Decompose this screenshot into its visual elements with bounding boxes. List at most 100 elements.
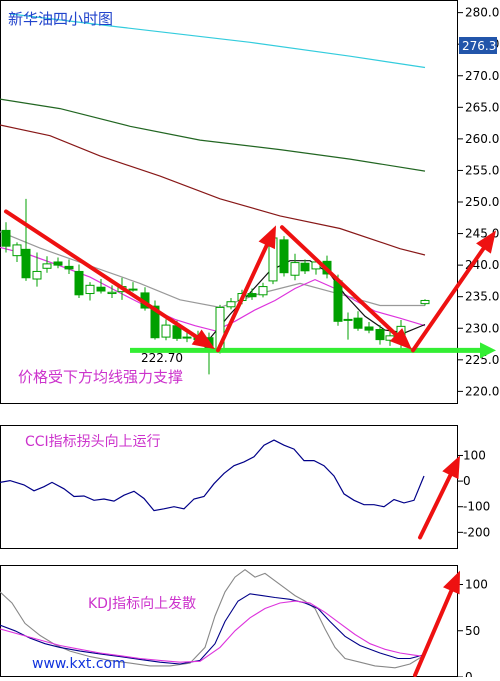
moving-average-line — [0, 124, 426, 256]
cci-title: CCI指标拐头向上运行 — [25, 434, 161, 450]
trend-arrow-shaft — [216, 243, 269, 353]
candle-body — [12, 244, 22, 257]
candle-body — [150, 305, 160, 339]
candlestick — [300, 259, 310, 274]
candle-body — [74, 270, 84, 296]
candlestick — [85, 282, 95, 301]
candle-body — [300, 262, 310, 272]
candlestick — [12, 242, 22, 262]
moving-average-line — [0, 98, 426, 172]
candle-body — [226, 301, 236, 308]
candle-body — [290, 262, 300, 276]
candle-body — [96, 286, 106, 292]
price-axis-tick-label: 225.0 — [465, 353, 499, 367]
candlestick — [290, 253, 300, 281]
price-axis-tick-label: 280.0 — [465, 6, 499, 20]
cci-arrow-shaft — [418, 473, 453, 540]
main-panel-frame — [0, 0, 458, 404]
trend-arrow-shaft — [411, 246, 486, 353]
candle-body — [21, 248, 31, 279]
kdj-axis-tick-label: 50 — [465, 624, 480, 638]
trend-arrow-head — [389, 328, 412, 350]
candlestick — [247, 288, 257, 300]
candlestick — [21, 198, 31, 281]
candle-body — [161, 324, 171, 338]
price-axis-tick-label: 260.0 — [465, 132, 499, 146]
price-axis-tick-label: 220.0 — [465, 384, 499, 398]
kdj-line — [0, 593, 425, 665]
candlestick — [161, 319, 171, 341]
current-price-tag: 276.3 — [462, 39, 496, 53]
kdj-axis-tick-label: 0 — [465, 670, 473, 677]
candle-body — [53, 261, 63, 266]
trend-arrow-shaft — [4, 209, 199, 339]
support-line-head — [480, 342, 496, 359]
candle-body — [333, 280, 343, 322]
candle-body — [420, 299, 430, 305]
kdj-axis-tick-label: 100 — [465, 578, 488, 592]
current-price-tag-bg — [459, 37, 497, 54]
price-axis-tick-label: 230.0 — [465, 321, 499, 335]
candlestick — [1, 222, 11, 253]
candle-body — [107, 291, 117, 295]
candlestick — [258, 282, 268, 298]
candle-body — [375, 329, 385, 341]
trend-arrow-head — [476, 230, 496, 254]
cci-panel: 100 0 -100 -200 — [0, 439, 490, 540]
support-annotation: 价格受下方均线强力支撑 — [18, 368, 183, 386]
candlestick — [279, 236, 289, 277]
candlestick — [107, 285, 117, 298]
chart-title: 新华油四小时图 — [8, 10, 113, 28]
watermark-url: www.kxt.com — [32, 656, 126, 672]
kdj-line — [0, 569, 423, 669]
candle-body — [279, 239, 289, 274]
candlestick — [128, 282, 138, 292]
kdj-panel-frame — [0, 565, 458, 677]
trend-arrow-shaft — [280, 225, 398, 337]
candlestick — [74, 264, 84, 298]
candle-body — [353, 317, 363, 329]
candle-body — [182, 336, 192, 339]
kdj-panel: 100 50 0 — [0, 569, 488, 681]
candlestick — [53, 257, 63, 269]
candle-body — [258, 286, 268, 296]
price-axis-tick-label: 270.0 — [465, 69, 499, 83]
candle-body — [343, 318, 353, 321]
cci-axis-tick-label: 100 — [463, 448, 486, 462]
moving-average-line — [9, 13, 426, 69]
price-axis-tick-label: 265.0 — [465, 100, 499, 114]
candlestick — [150, 300, 160, 340]
candle-body — [247, 293, 257, 298]
candlestick — [64, 259, 74, 274]
price-axis-tick-label: 250.0 — [465, 195, 499, 209]
candlestick — [420, 299, 430, 306]
trend-arrow-head — [258, 225, 276, 250]
price-axis-tick-label: 235.0 — [465, 290, 499, 304]
candle-body — [128, 288, 138, 291]
cci-axis-tick-label: -200 — [463, 525, 490, 539]
cci-axis-tick-label: 0 — [463, 474, 471, 488]
candlestick — [353, 311, 363, 331]
candlestick — [343, 312, 353, 340]
candle-body — [85, 284, 95, 295]
kdj-title: KDJ指标向上发散 — [88, 596, 196, 612]
candle-body — [1, 229, 11, 247]
candlestick — [226, 297, 236, 310]
kdj-arrow-shaft — [413, 588, 454, 678]
cci-line — [0, 439, 425, 512]
candlestick — [96, 279, 106, 294]
cci-arrow-head — [442, 455, 460, 480]
kdj-line — [0, 600, 426, 663]
price-axis-tick-label: 255.0 — [465, 163, 499, 177]
candlestick — [42, 256, 52, 273]
candle-body — [64, 265, 74, 270]
trend-arrow-head — [191, 329, 215, 350]
candle-body — [32, 270, 42, 280]
low-price-label: 222.70 — [141, 351, 183, 365]
moving-average-line — [0, 246, 426, 332]
candlestick — [364, 321, 374, 334]
candle-body — [364, 326, 374, 331]
cci-axis-tick-label: -100 — [463, 500, 490, 514]
